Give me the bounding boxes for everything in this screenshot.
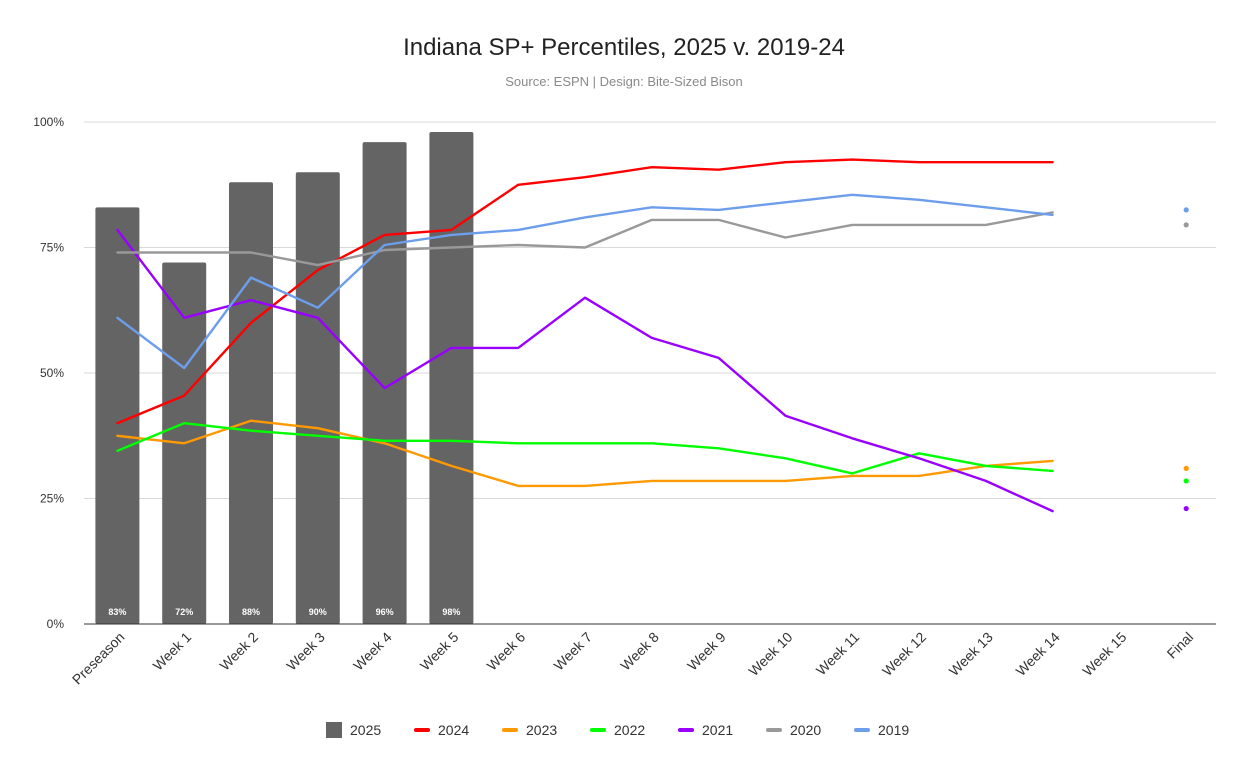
final-point-2022 (1183, 478, 1189, 484)
line-2020 (116, 211, 1054, 267)
bar-2025-week-5 (429, 132, 474, 625)
x-tick-label: Week 9 (684, 629, 729, 674)
line-2024 (117, 160, 1186, 424)
axes: 0% 25% 50% 75% 100% Preseason Week 1 Week 2 Week… (33, 115, 1216, 687)
line-2021 (116, 228, 1054, 513)
legend-label: 2020 (790, 722, 821, 738)
y-tick-label: 75% (40, 241, 64, 255)
legend-label: 2023 (526, 722, 557, 738)
series-2019 (116, 193, 1189, 370)
legend-item-2022: 2022 (590, 722, 645, 738)
bar-2025-week-2 (229, 182, 273, 625)
bar-data-label: 96% (376, 607, 394, 617)
chart-subtitle: Source: ESPN | Design: Bite-Sized Bison (505, 74, 743, 89)
y-tick-label: 25% (40, 492, 64, 506)
legend-item-2025: 2025 (326, 722, 381, 738)
bar-data-label: 83% (108, 607, 126, 617)
bar-data-label: 72% (175, 607, 193, 617)
legend-swatch-2024 (414, 728, 430, 732)
final-point-2020 (1183, 222, 1189, 228)
bar-2025-week-3 (295, 172, 340, 624)
series-2020 (116, 211, 1189, 267)
series-2023 (116, 419, 1189, 488)
x-tick-label: Week 8 (617, 629, 662, 674)
line-2022 (116, 422, 1054, 475)
x-tick-label: Week 5 (417, 629, 462, 674)
legend-swatch-2023 (502, 728, 518, 732)
chart-title: Indiana SP+ Percentiles, 2025 v. 2019-24 (403, 34, 845, 61)
bar-series-2025: 83% 72% 88% 90% 96% 98% (95, 132, 474, 625)
legend-swatch-2025 (326, 722, 342, 738)
legend-swatch-2019 (854, 728, 870, 732)
x-tick-label: Week 1 (150, 629, 195, 674)
x-tick-label: Final (1164, 629, 1197, 662)
x-tick-label: Preseason (69, 629, 128, 688)
x-tick-label: Week 14 (1013, 629, 1063, 679)
x-tick-label: Week 10 (745, 629, 795, 679)
final-point-2023 (1183, 465, 1189, 471)
legend-swatch-2021 (678, 728, 694, 732)
series-2022 (116, 422, 1189, 484)
legend-label: 2025 (350, 722, 381, 738)
y-tick-label: 100% (33, 115, 64, 129)
legend-item-2023: 2023 (502, 722, 557, 738)
y-tick-label: 0% (47, 617, 65, 631)
x-tick-label: Week 12 (879, 629, 929, 679)
bar-2025-preseason (95, 207, 140, 624)
x-tick-label: Week 4 (350, 629, 395, 674)
bar-data-label: 88% (242, 607, 260, 617)
legend-item-2020: 2020 (766, 722, 821, 738)
x-tick-label: Week 6 (484, 629, 529, 674)
x-tick-label: Week 13 (946, 629, 996, 679)
series-2024 (117, 160, 1186, 424)
line-series (116, 160, 1189, 513)
line-2023 (116, 419, 1054, 488)
legend: 2025 2024 2023 2022 2021 2020 2019 (326, 722, 909, 738)
legend-item-2021: 2021 (678, 722, 733, 738)
x-tick-label: Week 2 (216, 629, 261, 674)
x-tick-label: Week 7 (550, 629, 595, 674)
series-2021 (116, 228, 1189, 513)
final-point-2019 (1183, 207, 1189, 213)
legend-item-2024: 2024 (414, 722, 469, 738)
bar-2025-week-4 (362, 142, 407, 624)
final-point-2021 (1183, 505, 1189, 512)
y-tick-label: 50% (40, 366, 64, 380)
x-tick-label: Week 3 (283, 629, 328, 674)
legend-label: 2021 (702, 722, 733, 738)
legend-swatch-2022 (590, 728, 606, 732)
x-tick-label: Week 11 (813, 629, 863, 679)
bar-data-label: 90% (309, 607, 327, 617)
legend-label: 2019 (878, 722, 909, 738)
legend-item-2019: 2019 (854, 722, 909, 738)
line-2019 (116, 193, 1054, 370)
legend-label: 2024 (438, 722, 469, 738)
legend-label: 2022 (614, 722, 645, 738)
bar-data-label: 98% (442, 607, 460, 617)
x-tick-label: Week 15 (1079, 629, 1129, 679)
legend-swatch-2020 (766, 728, 782, 732)
